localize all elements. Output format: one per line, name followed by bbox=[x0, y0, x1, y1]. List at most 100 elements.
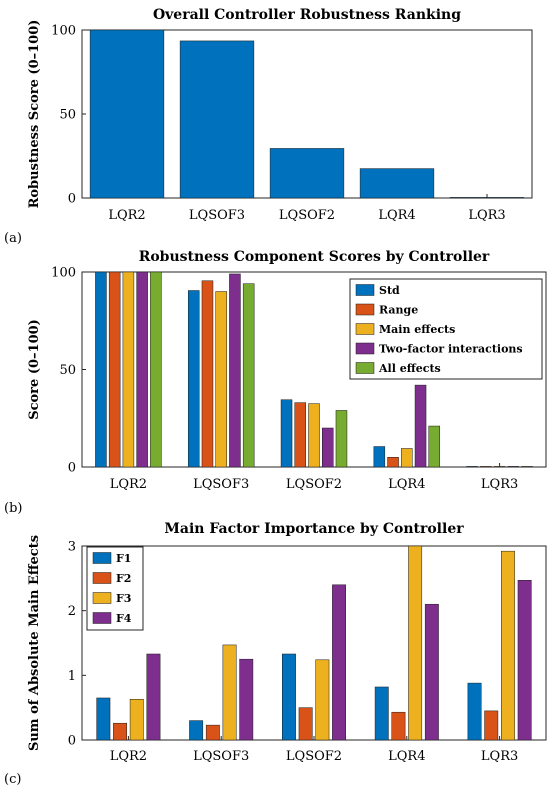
chart-title: Overall Controller Robustness Ranking bbox=[153, 7, 461, 23]
chart-title: Main Factor Importance by Controller bbox=[164, 521, 464, 537]
legend-entry: F4 bbox=[116, 612, 132, 625]
bar-lqr2-main-effects bbox=[122, 271, 135, 468]
bar-lqr4-two-factor-interactions bbox=[414, 384, 427, 468]
legend: F1 F2 F3 F4 bbox=[86, 546, 144, 631]
bar-lqr4-f4 bbox=[424, 603, 439, 741]
category-label: LQSOF3 bbox=[193, 749, 249, 764]
bar-lqsof3-f3 bbox=[222, 644, 237, 741]
bar-lqsof3-all-effects bbox=[242, 283, 255, 468]
bar-lqr4-std bbox=[373, 446, 386, 468]
bar-lqr2-two-factor-interactions bbox=[136, 271, 148, 468]
category-label: LQSOF2 bbox=[286, 477, 342, 492]
bar-lqsof3-two-factor-interactions bbox=[229, 273, 241, 468]
category-label: LQR4 bbox=[388, 477, 425, 492]
bar-lqsof2-two-factor-interactions bbox=[321, 427, 334, 468]
legend-entry: Std bbox=[379, 284, 400, 297]
bar-lqr2-f1 bbox=[96, 697, 111, 741]
bar-lqr3-all-effects bbox=[521, 466, 533, 468]
bar-lqr2-f2 bbox=[113, 722, 127, 741]
bar-lqr3 bbox=[449, 197, 525, 199]
bar-lqsof3-std bbox=[187, 290, 200, 468]
bar-lqsof2-range bbox=[294, 402, 307, 468]
bar-lqsof2-std bbox=[280, 399, 293, 468]
y-tick-label: 3 bbox=[68, 540, 76, 555]
bar-lqr3-f2 bbox=[484, 710, 499, 741]
category-label: LQSOF2 bbox=[279, 208, 335, 223]
legend-swatch bbox=[92, 572, 112, 584]
bar-lqr2-range bbox=[108, 271, 121, 468]
bar-lqr2-f3 bbox=[129, 699, 144, 741]
bar-lqsof3-f2 bbox=[205, 724, 220, 741]
legend-box bbox=[349, 278, 543, 380]
legend-swatch bbox=[355, 362, 375, 374]
chart-panel-2: Robustness Component Scores by Controlle… bbox=[4, 249, 547, 516]
legend-swatch bbox=[92, 612, 112, 624]
y-tick-label: 50 bbox=[59, 108, 76, 123]
category-label: LQR4 bbox=[388, 749, 425, 764]
category-label: LQR2 bbox=[110, 749, 147, 764]
y-tick-label: 100 bbox=[51, 24, 76, 39]
bar-lqsof2-main-effects bbox=[308, 403, 320, 468]
bar-lqr4-f3 bbox=[408, 545, 423, 741]
bar-lqsof3-f1 bbox=[189, 720, 204, 741]
legend-entry: Two-factor interactions bbox=[379, 343, 523, 356]
bar-lqr3-f1 bbox=[467, 682, 482, 741]
y-tick-label: 100 bbox=[51, 266, 76, 281]
bar-lqsof3 bbox=[179, 40, 255, 199]
category-label: LQR2 bbox=[108, 208, 145, 223]
panel-label: (b) bbox=[4, 501, 22, 516]
bar-lqr3-range bbox=[480, 466, 492, 468]
legend-entry: F1 bbox=[116, 552, 131, 565]
bar-lqsof2-f4 bbox=[332, 584, 346, 741]
bar-lqsof2 bbox=[269, 148, 345, 199]
bar-lqr3-two-factor-interactions bbox=[507, 466, 520, 468]
y-tick-label: 2 bbox=[68, 604, 76, 619]
chart-title: Robustness Component Scores by Controlle… bbox=[139, 249, 490, 265]
y-axis-label: Robustness Score (0–100) bbox=[27, 20, 42, 209]
legend-swatch bbox=[355, 303, 375, 316]
category-label: LQSOF3 bbox=[193, 477, 249, 492]
bar-lqr2-all-effects bbox=[150, 271, 162, 468]
bar-lqr3-f4 bbox=[517, 580, 532, 741]
bar-lqr4-range bbox=[387, 457, 399, 468]
y-axis-label: Sum of Absolute Main Effects bbox=[27, 535, 42, 751]
bar-lqr3-f3 bbox=[501, 550, 515, 741]
bar-lqsof3-main-effects bbox=[215, 291, 227, 468]
y-tick-label: 1 bbox=[68, 669, 76, 684]
category-label: LQR3 bbox=[468, 208, 505, 223]
legend-swatch bbox=[355, 284, 375, 296]
bar-lqsof3-f4 bbox=[239, 658, 254, 741]
panel-label: (c) bbox=[4, 772, 21, 787]
bar-lqsof2-f1 bbox=[282, 653, 296, 741]
legend-swatch bbox=[92, 552, 112, 564]
legend-swatch bbox=[355, 342, 375, 355]
bar-lqsof2-f2 bbox=[298, 707, 313, 741]
legend-swatch bbox=[92, 592, 112, 604]
legend-entry: F2 bbox=[116, 572, 131, 585]
bar-lqr4 bbox=[359, 168, 435, 199]
y-tick-label: 0 bbox=[68, 461, 76, 476]
legend-entry: Range bbox=[379, 304, 418, 317]
y-axis-label: Score (0–100) bbox=[27, 319, 42, 420]
bar-lqr2-std bbox=[95, 271, 107, 468]
legend-entry: All effects bbox=[378, 362, 441, 375]
panel-label: (a) bbox=[4, 231, 22, 246]
category-label: LQR2 bbox=[110, 477, 147, 492]
bar-lqr4-all-effects bbox=[428, 425, 441, 468]
bar-lqsof3-range bbox=[201, 280, 214, 468]
category-label: LQR3 bbox=[481, 477, 518, 492]
bar-lqr4-f2 bbox=[391, 711, 406, 741]
chart-panel-3: Main Factor Importance by Controller Sum … bbox=[4, 521, 547, 787]
chart-panel-1: Overall Controller Robustness Ranking Rob… bbox=[4, 7, 533, 246]
legend: Std Range Main effects Two-factor interacti… bbox=[349, 278, 543, 380]
bar-lqr4-main-effects bbox=[401, 448, 413, 468]
bar-lqr4-f1 bbox=[374, 686, 389, 741]
bar-lqr3-std bbox=[466, 466, 478, 468]
bar-lqsof2-all-effects bbox=[335, 410, 348, 468]
legend-swatch bbox=[355, 323, 375, 335]
bar-lqsof2-f3 bbox=[315, 659, 330, 741]
category-label: LQR4 bbox=[378, 208, 415, 223]
legend-entry: Main effects bbox=[379, 323, 455, 336]
bar-lqr2-f4 bbox=[146, 653, 161, 741]
bar-lqr2 bbox=[89, 29, 165, 199]
